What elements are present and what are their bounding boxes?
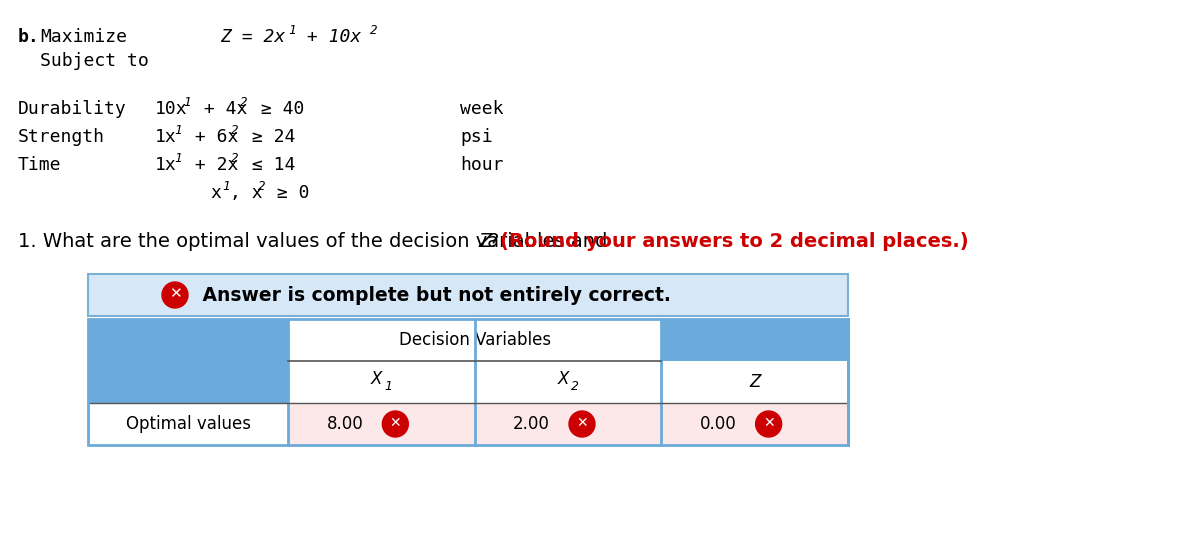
Circle shape	[756, 411, 781, 437]
Text: b.: b.	[18, 28, 40, 46]
Bar	[475, 403, 661, 445]
Text: + 6x: + 6x	[184, 128, 238, 146]
Text: 2: 2	[230, 124, 239, 137]
Text: 2.00: 2.00	[514, 415, 550, 433]
Text: 2: 2	[258, 180, 265, 193]
Text: Strength: Strength	[18, 128, 106, 146]
Text: 1x: 1x	[155, 128, 176, 146]
Text: (Round your answers to 2 decimal places.): (Round your answers to 2 decimal places.…	[500, 232, 968, 251]
Circle shape	[383, 411, 408, 437]
Text: ✕: ✕	[169, 286, 181, 301]
Text: 2: 2	[240, 96, 247, 109]
Bar	[88, 361, 288, 403]
Text: hour: hour	[460, 156, 504, 174]
Text: ✕: ✕	[576, 416, 588, 430]
Text: 1x: 1x	[155, 156, 176, 174]
Text: psi: psi	[460, 128, 493, 146]
Text: 1. What are the optimal values of the decision variables and: 1. What are the optimal values of the de…	[18, 232, 613, 251]
Text: Z = 2x: Z = 2x	[220, 28, 286, 46]
Text: ≥ 0: ≥ 0	[266, 184, 310, 202]
Text: Durability: Durability	[18, 100, 127, 118]
Text: 2: 2	[370, 24, 378, 37]
Text: ≤ 14: ≤ 14	[241, 156, 295, 174]
Text: 1: 1	[184, 96, 191, 109]
Text: ✕: ✕	[390, 416, 401, 430]
Text: X: X	[557, 370, 569, 388]
Text: + 4x: + 4x	[193, 100, 247, 118]
Circle shape	[569, 411, 595, 437]
Text: + 10x: + 10x	[296, 28, 361, 46]
Text: 1: 1	[174, 124, 181, 137]
Text: ✕: ✕	[763, 416, 774, 430]
Bar	[88, 274, 848, 316]
Text: Z: Z	[749, 373, 761, 391]
Text: Optimal values: Optimal values	[126, 415, 251, 433]
Bar	[88, 319, 848, 445]
Text: Maximize: Maximize	[40, 28, 127, 46]
Text: 1: 1	[384, 379, 392, 393]
Text: Answer is complete but not entirely correct.: Answer is complete but not entirely corr…	[196, 286, 671, 305]
Bar	[288, 319, 661, 361]
Text: 2: 2	[571, 379, 580, 393]
Bar	[88, 403, 288, 445]
Text: Time: Time	[18, 156, 61, 174]
Text: 8.00: 8.00	[326, 415, 364, 433]
Text: Decision Variables: Decision Variables	[398, 331, 551, 349]
Bar	[288, 361, 848, 403]
Text: 10x: 10x	[155, 100, 187, 118]
Text: 1: 1	[174, 152, 181, 165]
Bar	[288, 403, 475, 445]
Bar	[661, 319, 848, 361]
Circle shape	[162, 282, 188, 308]
Text: X: X	[371, 370, 382, 388]
Bar	[661, 403, 848, 445]
Text: 2: 2	[230, 152, 239, 165]
Text: Subject to: Subject to	[40, 52, 149, 70]
Text: 1: 1	[288, 24, 295, 37]
Text: , x: , x	[230, 184, 263, 202]
Text: ≥ 24: ≥ 24	[241, 128, 295, 146]
Text: 0.00: 0.00	[700, 415, 737, 433]
Text: + 2x: + 2x	[184, 156, 238, 174]
Text: ≥ 40: ≥ 40	[251, 100, 305, 118]
Text: x: x	[210, 184, 221, 202]
Text: 1: 1	[222, 180, 229, 193]
Bar	[88, 319, 288, 361]
Text: week: week	[460, 100, 504, 118]
Text: ?: ?	[490, 232, 506, 251]
Text: Z: Z	[478, 232, 492, 251]
